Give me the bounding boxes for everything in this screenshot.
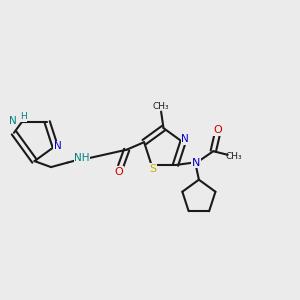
Text: O: O	[214, 125, 223, 135]
Text: S: S	[149, 164, 156, 174]
Text: N: N	[9, 116, 16, 125]
Text: CH₃: CH₃	[226, 152, 243, 160]
Text: CH₃: CH₃	[152, 102, 169, 111]
Text: NH: NH	[74, 153, 90, 163]
Text: O: O	[115, 167, 124, 177]
Text: H: H	[20, 112, 27, 121]
Text: N: N	[54, 141, 61, 151]
Text: N: N	[192, 158, 200, 168]
Text: N: N	[182, 134, 189, 144]
